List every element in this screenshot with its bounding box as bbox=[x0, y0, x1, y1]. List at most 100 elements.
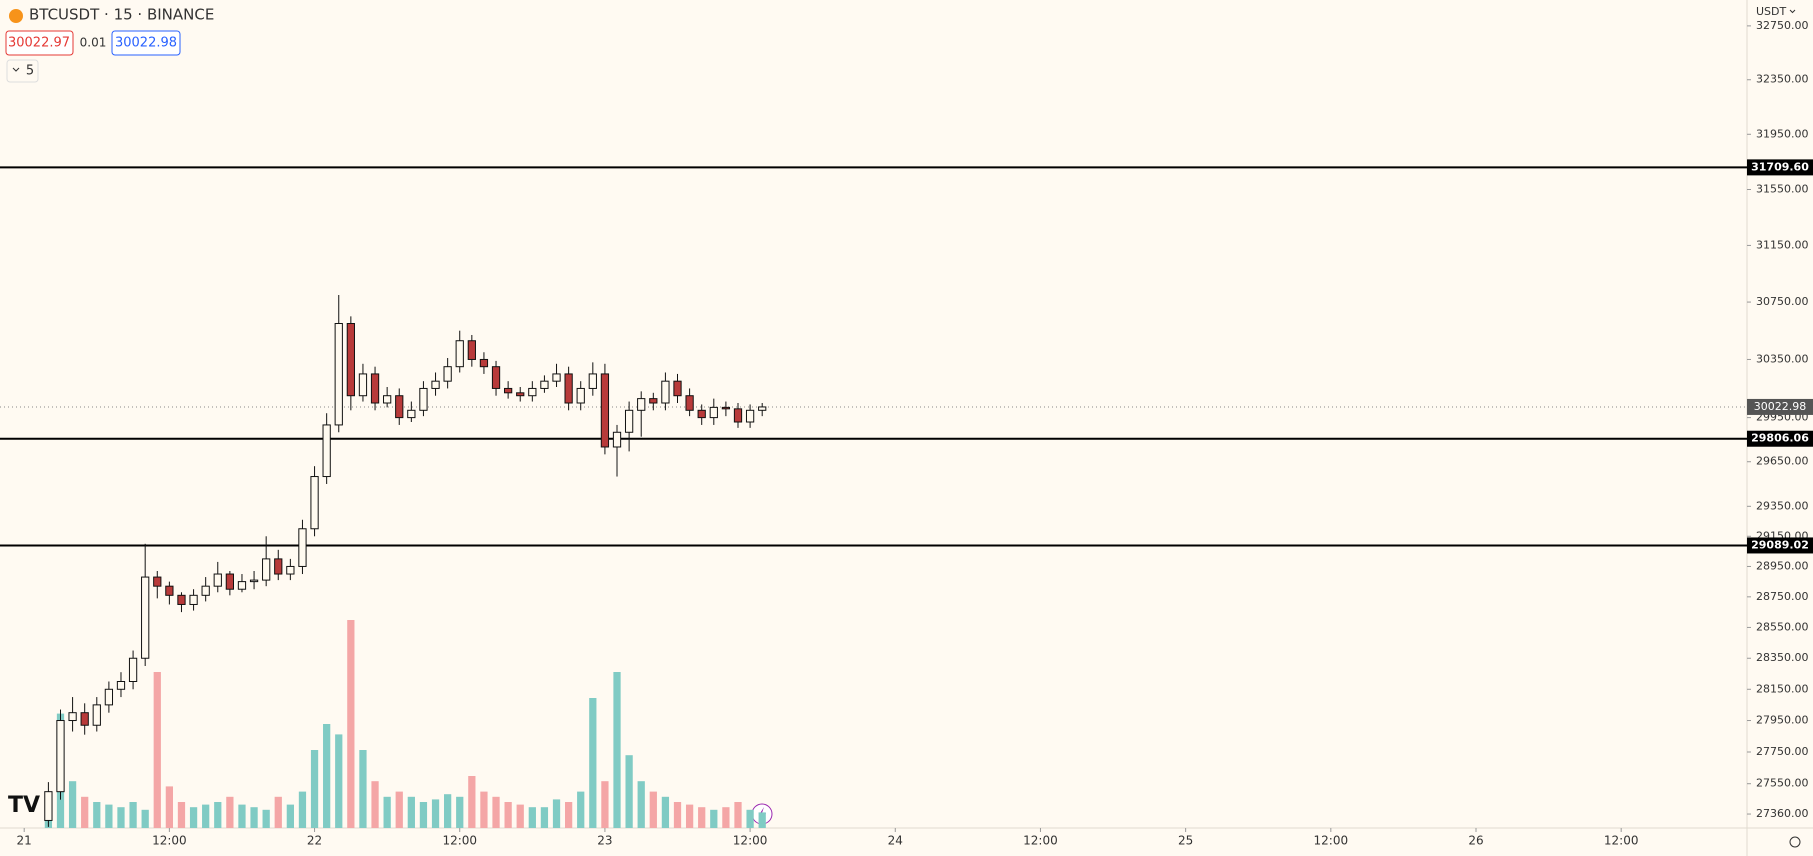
volume-bar bbox=[601, 781, 609, 828]
candle-body bbox=[431, 380, 440, 389]
volume-bar bbox=[202, 804, 210, 828]
spread: 0.01 bbox=[80, 36, 107, 50]
volume-bar bbox=[613, 672, 621, 828]
volume-bar bbox=[129, 802, 137, 828]
y-tick-label: 30750.00 bbox=[1756, 295, 1809, 308]
volume-bar bbox=[746, 809, 754, 828]
y-tick-label: 28150.00 bbox=[1756, 682, 1809, 695]
volume-bar bbox=[685, 804, 694, 828]
candle-body bbox=[262, 558, 271, 581]
candle-body bbox=[491, 366, 501, 389]
volume-bar bbox=[504, 802, 512, 828]
candle-body bbox=[685, 395, 694, 411]
volume-bar bbox=[698, 807, 706, 828]
candle-body bbox=[673, 380, 682, 397]
candle-body bbox=[92, 704, 101, 726]
volume-bar bbox=[456, 796, 464, 828]
volume-bar bbox=[286, 804, 294, 828]
y-tick-label: 31150.00 bbox=[1756, 238, 1809, 251]
candle-body bbox=[745, 409, 755, 423]
volume-bar bbox=[480, 791, 488, 828]
candle-body bbox=[310, 476, 319, 530]
symbol-logo bbox=[9, 9, 23, 23]
level-tag bbox=[1747, 430, 1813, 447]
y-tick-label: 31550.00 bbox=[1756, 183, 1809, 196]
candle-body bbox=[370, 373, 380, 404]
candle-body bbox=[346, 323, 355, 397]
candle-body bbox=[177, 594, 186, 605]
y-tick-label: 32750.00 bbox=[1756, 19, 1809, 32]
volume-bar bbox=[444, 794, 452, 828]
candle-body bbox=[540, 380, 549, 389]
volume-bar bbox=[153, 672, 161, 828]
candle-body bbox=[298, 528, 307, 567]
candle-body bbox=[612, 431, 622, 448]
candle-body bbox=[649, 398, 658, 404]
volume-bar bbox=[238, 804, 246, 828]
volume-bar bbox=[492, 796, 500, 828]
indicators-count[interactable]: 5 bbox=[26, 64, 34, 79]
last-price-tag bbox=[1747, 398, 1813, 415]
buy-price[interactable]: 30022.98 bbox=[115, 36, 177, 51]
candle-body bbox=[637, 398, 646, 411]
y-tick-label: 32350.00 bbox=[1756, 73, 1809, 86]
candle-body bbox=[588, 373, 597, 389]
candle-body bbox=[516, 392, 525, 397]
candle-body bbox=[383, 395, 392, 404]
indicators-toggle[interactable] bbox=[6, 59, 39, 83]
y-tick-label: 27550.00 bbox=[1756, 777, 1809, 790]
x-tick-label: 12:00 bbox=[733, 834, 768, 848]
candle-body bbox=[528, 387, 537, 397]
y-tick-label: 29350.00 bbox=[1756, 499, 1809, 512]
candle-body bbox=[56, 720, 65, 793]
candle-body bbox=[600, 373, 610, 448]
logo: TV bbox=[8, 793, 40, 818]
volume-bar bbox=[68, 781, 77, 828]
candle-body bbox=[249, 579, 259, 583]
candle-body bbox=[165, 585, 174, 596]
candle-body bbox=[358, 373, 368, 397]
settings-icon[interactable] bbox=[1789, 836, 1801, 848]
candle-body bbox=[237, 581, 247, 590]
x-tick-label: 12:00 bbox=[1314, 834, 1349, 848]
level-tag bbox=[1747, 159, 1813, 176]
level-label: 29806.06 bbox=[1751, 432, 1809, 445]
candle-body bbox=[128, 657, 138, 682]
volume-bar bbox=[323, 724, 331, 828]
x-tick-label: 12:00 bbox=[442, 834, 477, 848]
buy-box[interactable] bbox=[111, 30, 181, 56]
x-tick-label: 12:00 bbox=[1604, 834, 1639, 848]
volume-bar bbox=[117, 807, 125, 828]
candle-body bbox=[189, 594, 198, 605]
volume-bar bbox=[637, 781, 645, 828]
currency-selector[interactable]: USDT bbox=[1756, 5, 1787, 18]
candle-body bbox=[504, 387, 513, 394]
volume-bar bbox=[383, 796, 391, 828]
volume-bar bbox=[177, 802, 186, 828]
candle-body bbox=[419, 387, 428, 411]
volume-bar bbox=[661, 796, 670, 828]
sell-box[interactable] bbox=[5, 30, 74, 56]
y-tick-label: 28950.00 bbox=[1756, 559, 1809, 572]
volume-bar bbox=[431, 799, 440, 828]
symbol-title: BTCUSDT · 15 · BINANCE bbox=[29, 6, 214, 24]
candle-body bbox=[407, 409, 416, 419]
level-label: 31709.60 bbox=[1751, 160, 1809, 173]
chevron bbox=[12, 67, 20, 72]
x-tick-label: 22 bbox=[307, 834, 322, 848]
y-tick-label: 31950.00 bbox=[1756, 127, 1809, 140]
candle-body bbox=[286, 565, 295, 575]
sell-price[interactable]: 30022.97 bbox=[8, 36, 70, 51]
candle-body bbox=[443, 366, 452, 382]
candle-body bbox=[274, 558, 283, 575]
candle-body bbox=[455, 340, 464, 368]
candle-body bbox=[758, 406, 767, 411]
volume-bar bbox=[226, 796, 234, 828]
x-tick-label: 24 bbox=[888, 834, 903, 848]
candle-body bbox=[479, 358, 489, 368]
candle-body bbox=[334, 323, 343, 426]
candle-body bbox=[552, 373, 561, 382]
candle-body bbox=[201, 585, 210, 596]
